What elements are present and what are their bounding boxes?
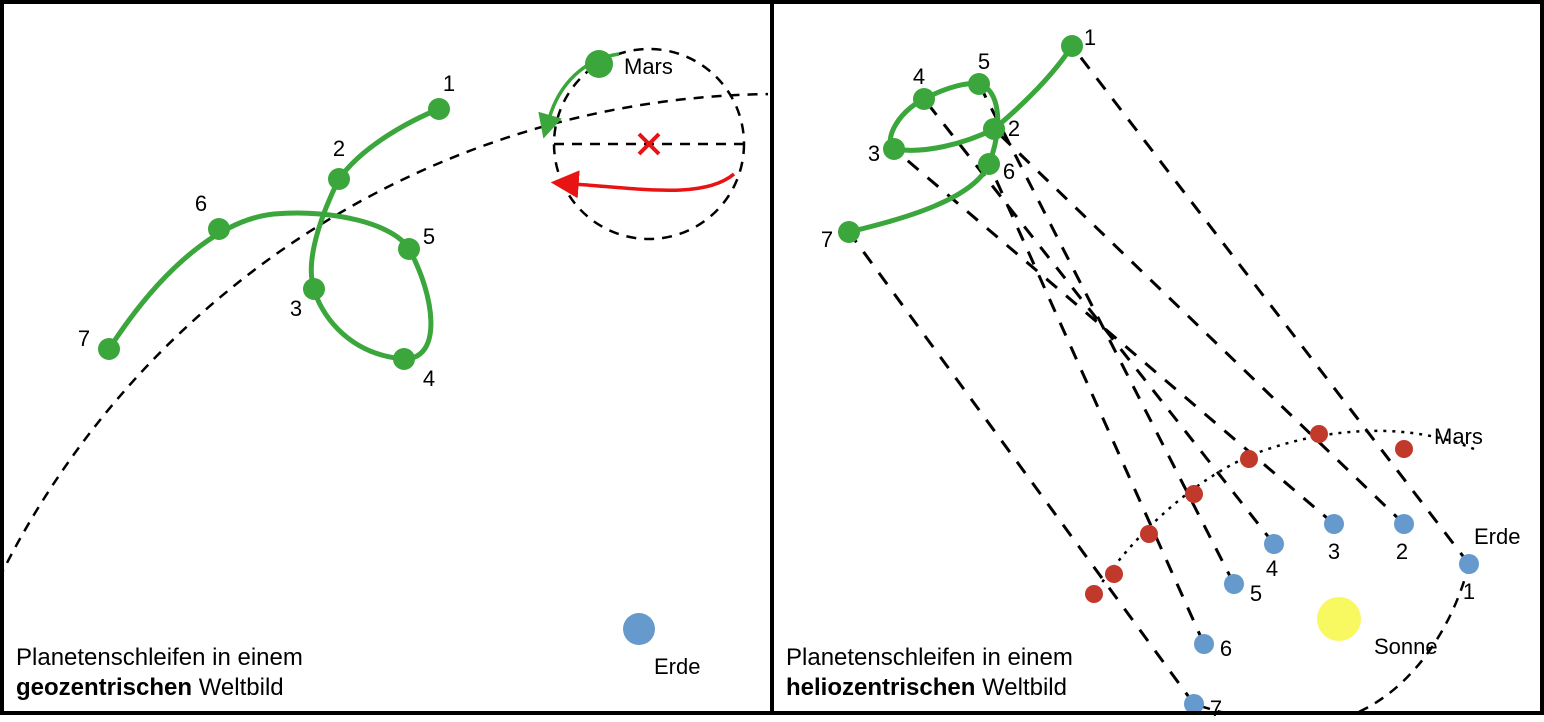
earth-dot xyxy=(623,613,655,645)
caption-rest: Weltbild xyxy=(192,674,284,701)
mars-label: Mars xyxy=(624,54,673,80)
mars-point-6 xyxy=(1105,565,1123,583)
point-label-5: 5 xyxy=(423,224,435,250)
mars-dot xyxy=(585,50,613,78)
loop-point-7 xyxy=(98,338,120,360)
geocentric-svg xyxy=(4,4,768,711)
point-label-6: 6 xyxy=(195,191,207,217)
sky-point-2 xyxy=(983,118,1005,140)
sun-label: Sonne xyxy=(1374,634,1438,660)
earth-label-right: Erde xyxy=(1474,524,1520,550)
sky-point-6 xyxy=(978,153,1000,175)
point-label-2: 2 xyxy=(1008,116,1020,142)
deferent-circle xyxy=(4,94,768,711)
sky-point-3 xyxy=(883,138,905,160)
mars-point-1 xyxy=(1395,440,1413,458)
loop-point-2 xyxy=(328,168,350,190)
sky-point-5 xyxy=(968,73,990,95)
sightline-3 xyxy=(894,149,1334,524)
caption-line1-r: Planetenschleifen in einem xyxy=(786,644,1073,671)
loop-point-6 xyxy=(208,218,230,240)
mars-point-4 xyxy=(1185,485,1203,503)
point-label-2: 2 xyxy=(333,136,345,162)
point-label-1: 1 xyxy=(443,71,455,97)
loop-point-5 xyxy=(398,238,420,260)
point-label-7: 7 xyxy=(1210,696,1222,722)
heliocentric-svg xyxy=(774,4,1538,711)
point-label-5: 5 xyxy=(1250,581,1262,607)
point-label-3: 3 xyxy=(290,296,302,322)
sky-point-7 xyxy=(838,221,860,243)
retrograde-loop-path xyxy=(109,109,439,359)
sightline-2 xyxy=(994,129,1404,524)
point-label-1: 1 xyxy=(1463,579,1475,605)
point-label-5: 5 xyxy=(978,49,990,75)
panel-heliocentric: 12345671234567 Sonne Erde Mars Planetens… xyxy=(772,0,1544,715)
point-label-4: 4 xyxy=(423,366,435,392)
point-label-3: 3 xyxy=(868,141,880,167)
loop-point-4 xyxy=(393,348,415,370)
mars-point-5 xyxy=(1140,525,1158,543)
earth-point-5 xyxy=(1224,574,1244,594)
deferent-motion-arrow xyxy=(574,174,734,190)
sightline-5 xyxy=(979,84,1234,584)
caption-bold: geozentrischen xyxy=(16,674,192,701)
apparent-path xyxy=(849,46,1072,232)
mars-label-right: Mars xyxy=(1434,424,1483,450)
earth-point-2 xyxy=(1394,514,1414,534)
point-label-7: 7 xyxy=(821,227,833,253)
loop-point-1 xyxy=(428,98,450,120)
sky-point-1 xyxy=(1061,35,1083,57)
earth-point-3 xyxy=(1324,514,1344,534)
point-label-6: 6 xyxy=(1003,159,1015,185)
caption-heliocentric: Planetenschleifen in einem heliozentrisc… xyxy=(786,643,1073,703)
sun-dot xyxy=(1317,597,1361,641)
caption-rest-r: Weltbild xyxy=(975,674,1067,701)
point-label-4: 4 xyxy=(1266,556,1278,582)
mars-orbit xyxy=(1094,431,1474,594)
mars-point-2 xyxy=(1310,425,1328,443)
sightline-1 xyxy=(1072,46,1469,564)
point-label-3: 3 xyxy=(1328,539,1340,565)
panel-geocentric: 1 2 3 4 5 6 7 Mars Erde Planetenschleifen in e… xyxy=(0,0,772,715)
loop-point-3 xyxy=(303,278,325,300)
earth-point-1 xyxy=(1459,554,1479,574)
sightline-7 xyxy=(849,232,1194,704)
earth-point-4 xyxy=(1264,534,1284,554)
mars-point-7 xyxy=(1085,585,1103,603)
sky-point-4 xyxy=(913,88,935,110)
point-label-2: 2 xyxy=(1396,539,1408,565)
caption-line1: Planetenschleifen in einem xyxy=(16,644,303,671)
point-label-7: 7 xyxy=(78,326,90,352)
diagram-container: 1234567 Mars Erde Planetenschleifen in e… xyxy=(0,0,1544,715)
point-label-6: 6 xyxy=(1220,636,1232,662)
earth-label: Erde xyxy=(654,654,700,680)
point-label-4: 4 xyxy=(913,64,925,90)
mars-point-3 xyxy=(1240,450,1258,468)
earth-point-6 xyxy=(1194,634,1214,654)
point-label-1: 1 xyxy=(1084,25,1096,51)
caption-geocentric: Planetenschleifen in einem geozentrische… xyxy=(16,643,303,703)
caption-bold-r: heliozentrischen xyxy=(786,674,975,701)
epicycle-center-x xyxy=(639,134,659,154)
sky-points xyxy=(838,35,1083,243)
